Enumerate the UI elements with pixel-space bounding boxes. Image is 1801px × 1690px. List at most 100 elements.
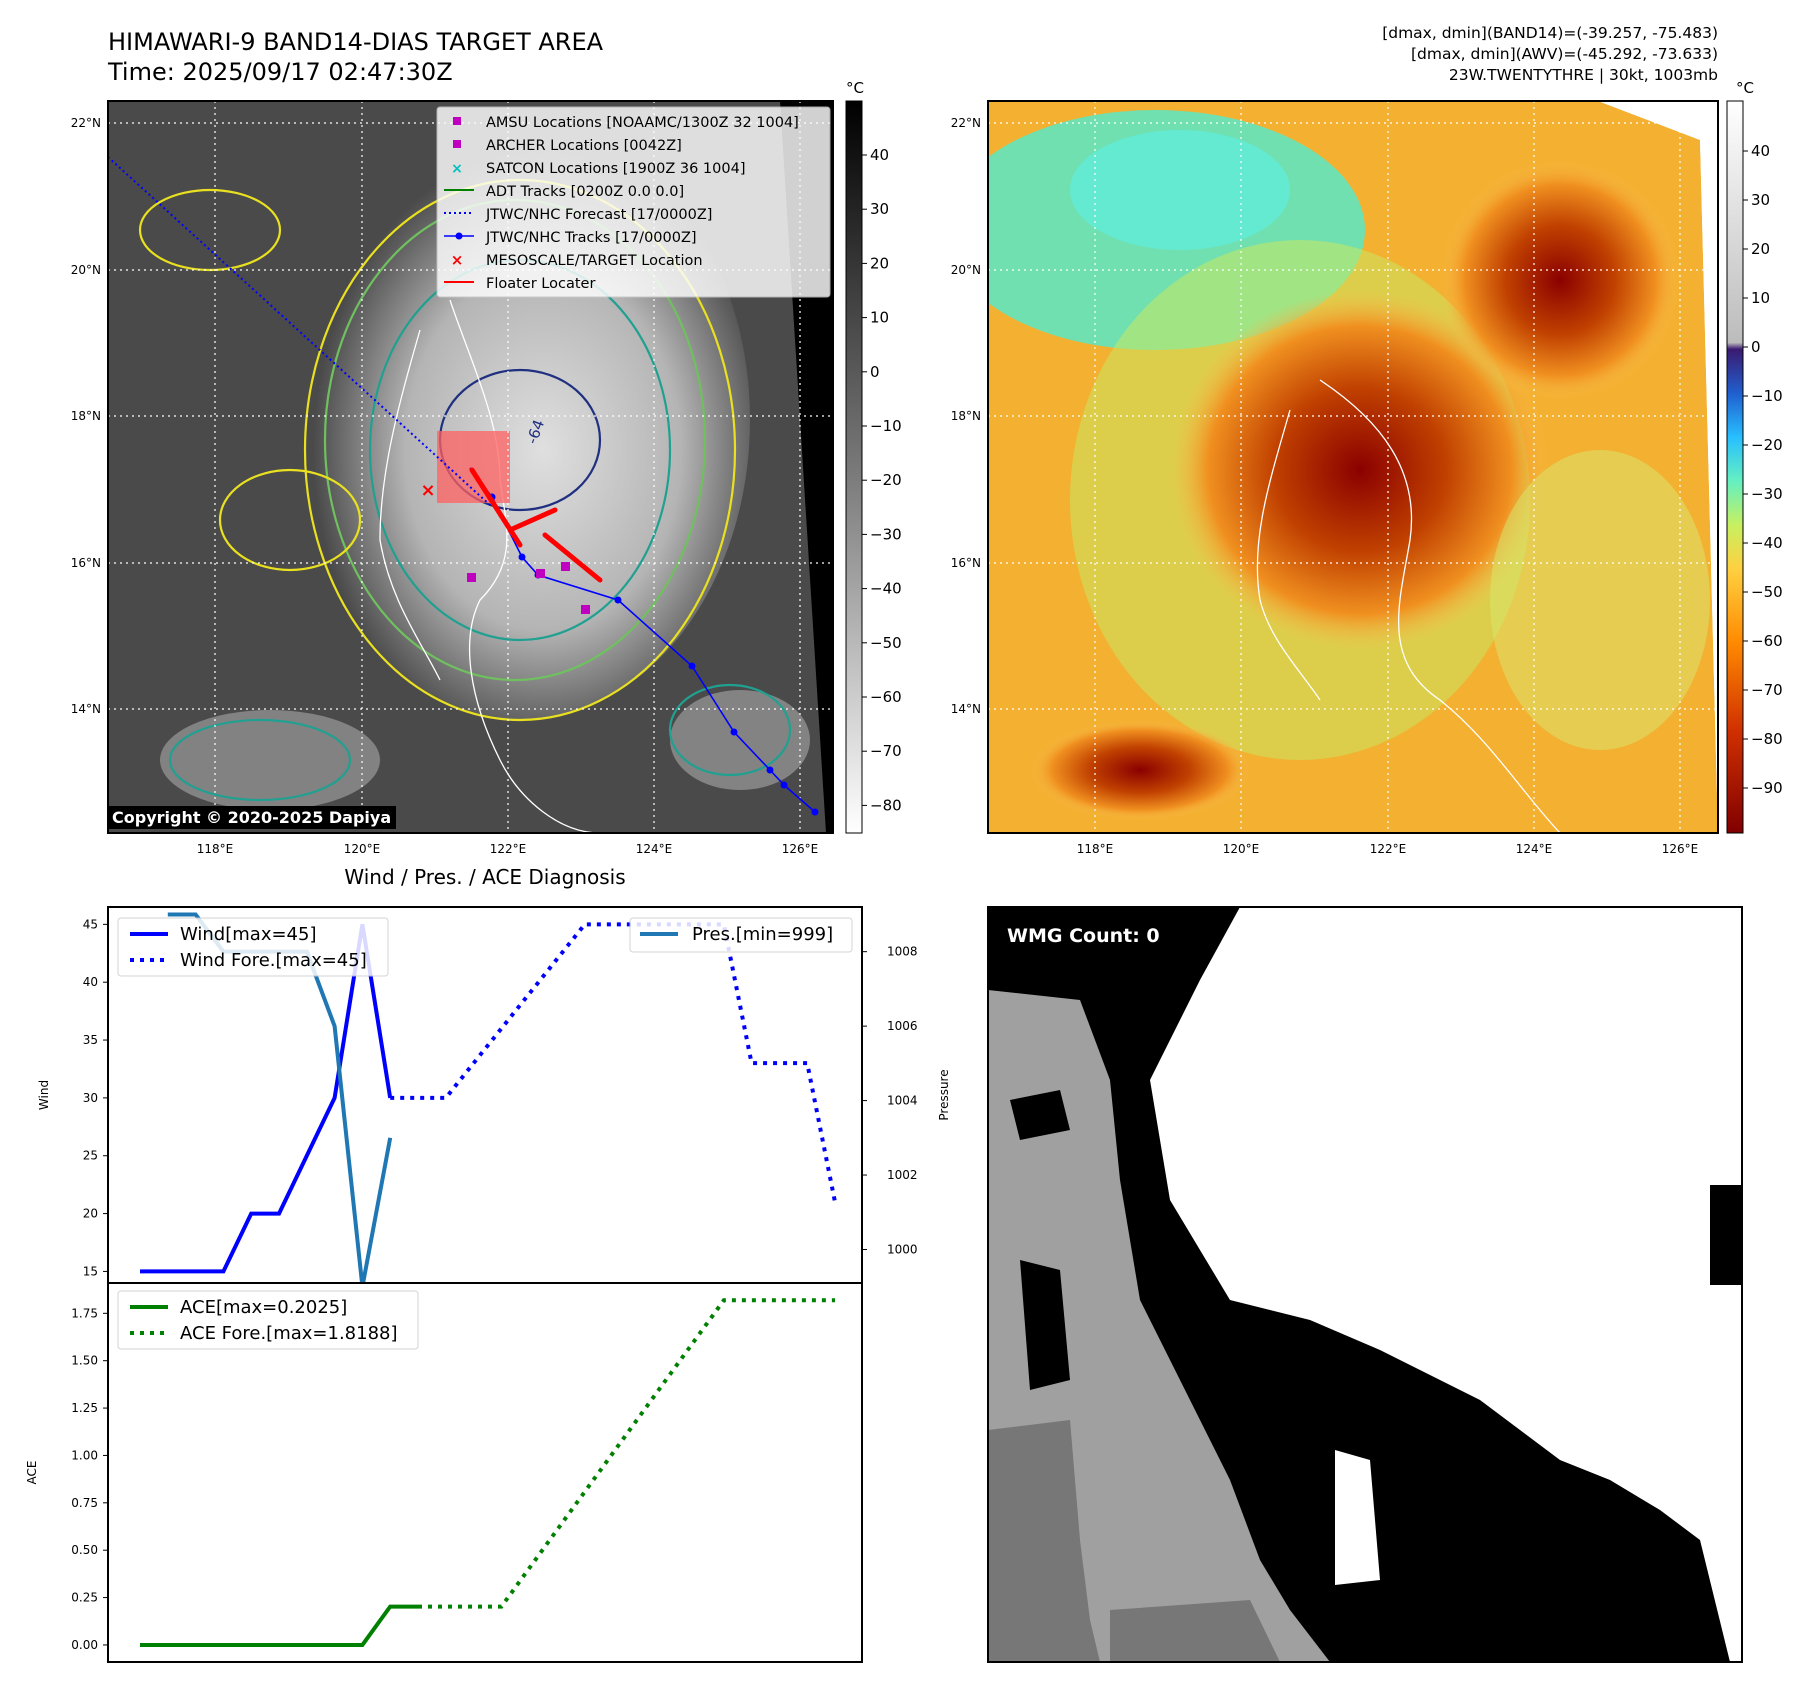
- lon-label-126: 126°E: [782, 842, 819, 856]
- lat-label-16: 16°N: [71, 556, 101, 570]
- right-colorbar-tick-label: −80: [1751, 730, 1783, 748]
- lon-label-122-right: 122°E: [1370, 842, 1407, 856]
- right-colorbar-tick-label: −60: [1751, 632, 1783, 650]
- legend-forecast: JTWC/NHC Forecast [17/0000Z]: [485, 207, 712, 223]
- left-colorbar-tick-label: −50: [870, 634, 902, 652]
- left-colorbar-tick-label: −80: [870, 796, 902, 814]
- lat-label-22: 22°N: [71, 116, 101, 130]
- right-colorbar: °C 40 30 20 10 0 −10 −20 −30 −40 −50 −60 −70 −80 −90: [1726, 79, 1783, 834]
- ace-legend-label: ACE Fore.[max=1.8188]: [180, 1323, 398, 1344]
- lon-label-122: 122°E: [490, 842, 527, 856]
- lat-label-14: 14°N: [71, 702, 101, 716]
- wind-legend-label: Wind Fore.[max=45]: [180, 950, 367, 971]
- lat-label-16-right: 16°N: [951, 556, 981, 570]
- lon-label-118-right: 118°E: [1077, 842, 1114, 856]
- ace-tick-label: 0.75: [71, 1496, 98, 1510]
- svg-text:×: ×: [451, 161, 463, 177]
- ace-tick-label: 1.75: [71, 1306, 98, 1320]
- lon-label-120-right: 120°E: [1223, 842, 1260, 856]
- wind-tick-label: 15: [83, 1264, 98, 1278]
- left-colorbar-tick-label: 20: [870, 254, 889, 272]
- floater-locater-line: [469, 467, 603, 583]
- color-map-panel: 22°N 20°N 18°N 16°N 14°N 118°E 120°E 122…: [951, 100, 1719, 856]
- left-colorbar-tick-label: 0: [870, 363, 880, 381]
- ace-legend-label: ACE[max=0.2025]: [180, 1297, 347, 1318]
- lon-label-124: 124°E: [636, 842, 673, 856]
- lon-label-126-right: 126°E: [1662, 842, 1699, 856]
- pressure-tick-label: 1004: [887, 1094, 918, 1108]
- lon-label-118: 118°E: [197, 842, 234, 856]
- ace-tick-label: 1.25: [71, 1401, 98, 1415]
- ace-tick-label: 0.25: [71, 1591, 98, 1605]
- wind-tick-label: 30: [83, 1091, 98, 1105]
- ace-legend-box: [117, 1290, 419, 1350]
- legend-target: MESOSCALE/TARGET Location: [486, 253, 703, 269]
- target-location-marker: ×: [420, 480, 435, 501]
- lat-label-22-right: 22°N: [951, 116, 981, 130]
- ace-chart: 0.00 0.25 0.50 0.75 1.00 1.25 1.50 1.75 ACE ACE[m…: [25, 1282, 863, 1663]
- ace-tick-label: 0.00: [71, 1638, 98, 1652]
- ace-series-1: [418, 1298, 835, 1609]
- pressure-legend-label: Pres.[min=999]: [692, 924, 833, 945]
- legend-satcon: SATCON Locations [1900Z 36 1004]: [486, 161, 745, 177]
- ace-tick-label: 1.50: [71, 1354, 98, 1368]
- wmg-panel: [987, 906, 1743, 1663]
- left-colorbar-tick-label: −20: [870, 471, 902, 489]
- pressure-tick-label: 1006: [887, 1019, 918, 1033]
- figure-time: Time: 2025/09/17 02:47:30Z: [107, 58, 453, 86]
- dmax-dmin-awv: [dmax, dmin](AWV)=(-45.292, -73.633): [1411, 45, 1718, 63]
- left-colorbar-tick-label: −40: [870, 580, 902, 598]
- map-legend: × × AMSU Locations [NOAAMC/1300Z 32 1004…: [436, 106, 831, 298]
- amsu-archer-markers: [467, 562, 590, 614]
- right-colorbar-tick-label: −30: [1751, 485, 1783, 503]
- legend-tracks: JTWC/NHC Tracks [17/0000Z]: [485, 230, 697, 246]
- legend-amsu: AMSU Locations [NOAAMC/1300Z 32 1004]: [486, 115, 799, 131]
- copyright-notice: Copyright © 2020-2025 Dapiya: [107, 806, 397, 829]
- ace-series-0: [140, 1604, 418, 1647]
- svg-text:×: ×: [451, 251, 464, 269]
- right-colorbar-tick-label: −10: [1751, 387, 1783, 405]
- left-colorbar-tick-label: −10: [870, 417, 902, 435]
- left-colorbar-unit: °C: [846, 79, 864, 97]
- ace-axis-label: ACE: [25, 1461, 39, 1485]
- right-colorbar-tick-label: 30: [1751, 191, 1770, 209]
- wind-pressure-chart: 15 20 25 30 35 40 45 1000 1002 1004 1006 1008 Wind Pr…: [37, 906, 951, 1288]
- lat-label-20-right: 20°N: [951, 263, 981, 277]
- right-colorbar-tick-label: 0: [1751, 338, 1761, 356]
- pressure-legend-box: [629, 917, 853, 953]
- forecast-track-line: [107, 156, 491, 506]
- left-colorbar: °C 40 30 20 10 0 −10 −20 −30 −40 −50 −60 −70 −80: [845, 79, 902, 834]
- right-colorbar-tick-label: −90: [1751, 779, 1783, 797]
- lat-label-20: 20°N: [71, 263, 101, 277]
- right-colorbar-tick-label: −20: [1751, 436, 1783, 454]
- right-colorbar-tick-label: −70: [1751, 681, 1783, 699]
- lon-label-120: 120°E: [344, 842, 381, 856]
- ace-tick-label: 0.50: [71, 1543, 98, 1557]
- right-colorbar-tick-label: 20: [1751, 240, 1770, 258]
- left-colorbar-tick-label: 10: [870, 309, 889, 327]
- left-colorbar-tick-label: 40: [870, 146, 889, 164]
- storm-info: 23W.TWENTYTHRE | 30kt, 1003mb: [1449, 66, 1718, 84]
- legend-floater: Floater Locater: [486, 276, 595, 292]
- wind-tick-label: 20: [83, 1207, 98, 1221]
- legend-adt: ADT Tracks [0200Z 0.0 0.0]: [486, 184, 684, 200]
- left-colorbar-tick-label: −60: [870, 688, 902, 706]
- dmax-dmin-band14: [dmax, dmin](BAND14)=(-39.257, -75.483): [1382, 24, 1718, 42]
- wind-axis-label: Wind: [37, 1080, 51, 1110]
- right-colorbar-tick-label: −50: [1751, 583, 1783, 601]
- lat-label-14-right: 14°N: [951, 702, 981, 716]
- wind-legend-box: [117, 917, 389, 977]
- lat-label-18: 18°N: [71, 409, 101, 423]
- left-colorbar-tick-label: 30: [870, 200, 889, 218]
- wmg-count-label: WMG Count: 0: [998, 920, 1169, 952]
- wind-tick-label: 35: [83, 1033, 98, 1047]
- wind-tick-label: 45: [83, 917, 98, 931]
- right-colorbar-unit: °C: [1736, 79, 1754, 97]
- left-colorbar-tick-label: −30: [870, 525, 902, 543]
- lat-label-18-right: 18°N: [951, 409, 981, 423]
- wind-legend-label: Wind[max=45]: [180, 924, 317, 945]
- pressure-tick-label: 1008: [887, 945, 918, 959]
- wind-tick-label: 25: [83, 1149, 98, 1163]
- pressure-tick-label: 1000: [887, 1242, 918, 1256]
